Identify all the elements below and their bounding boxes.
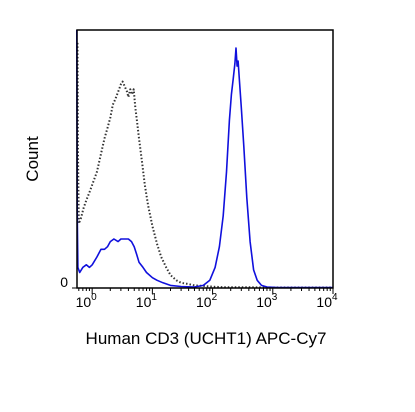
- plot-area: [76, 29, 333, 289]
- x-tick-label: 100: [76, 292, 98, 310]
- solid-histogram-line: [76, 29, 333, 289]
- plot-frame: [76, 29, 334, 289]
- x-tick-label: 102: [196, 292, 218, 310]
- y-axis-title: Count: [23, 136, 42, 182]
- x-axis-ticks: 100 101 102 103 104: [76, 288, 338, 310]
- x-tick-label: 101: [136, 292, 158, 310]
- y-axis-ticks: 0: [60, 274, 77, 290]
- y-tick-label: 0: [60, 274, 68, 290]
- x-tick-label: 104: [316, 292, 338, 310]
- dotted-histogram-line: [76, 42, 333, 289]
- x-tick-label: 103: [256, 292, 278, 310]
- x-axis-title: Human CD3 (UCHT1) APC-Cy7: [86, 329, 327, 348]
